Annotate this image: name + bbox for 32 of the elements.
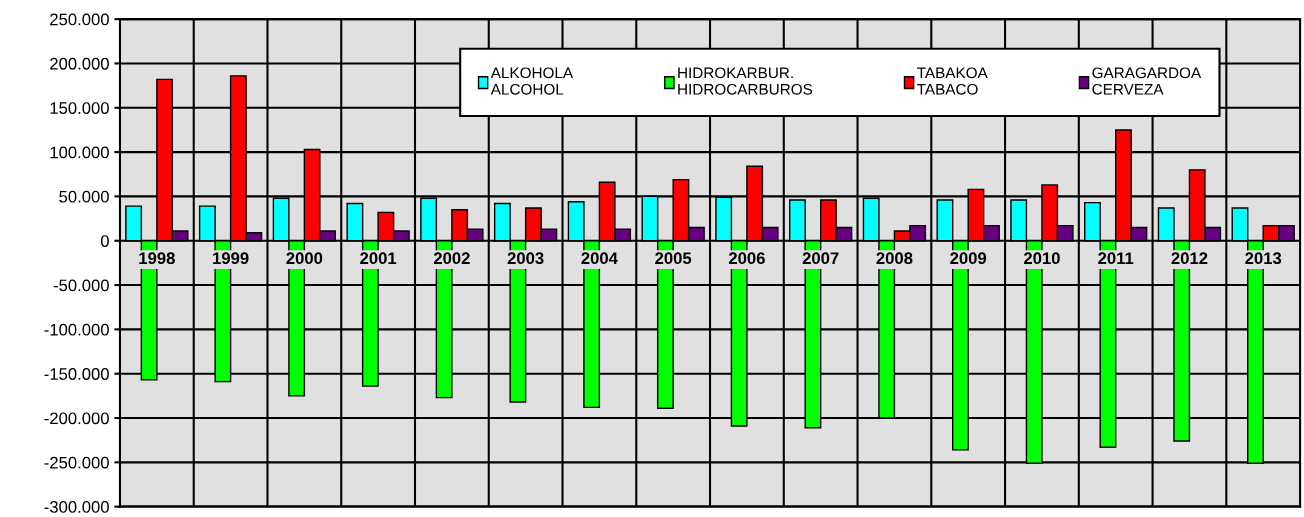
legend-label: HIDROKARBUR. HIDROCARBUROS [678,67,813,95]
y-tick-label: -300.000 [44,501,109,513]
x-tick-label: 2001 [360,252,397,265]
y-tick-label: 250.000 [50,13,109,26]
x-tick-label: 2004 [581,252,618,265]
y-tick-label: -100.000 [44,323,109,336]
x-tick-label: 1999 [213,252,249,265]
y-tick-label: 0 [100,235,109,247]
y-tick-label: -250.000 [44,456,109,469]
x-tick-label: 2006 [728,252,765,265]
x-tick-label: 2008 [876,252,913,265]
y-tick-label: -200.000 [44,412,109,425]
x-tick-label: 2011 [1098,252,1134,265]
x-tick-label: 2007 [802,252,839,265]
x-tick-label: 2010 [1023,252,1060,265]
y-tick-label: -150.000 [44,368,109,380]
x-tick-label: 2002 [433,252,470,265]
legend-label: GARAGARDOA CERVEZA [1092,67,1202,95]
x-tick-label: 1998 [139,252,175,265]
legend-label: ALKOHOLA ALCOHOL [490,67,574,95]
legend-label: TABAKOA TABACO [917,67,988,95]
x-tick-label: 2005 [655,252,692,265]
x-tick-label: 2012 [1171,252,1208,265]
x-tick-label: 2000 [286,252,323,265]
x-tick-label: 2009 [950,252,987,265]
y-tick-label: 150.000 [50,102,109,114]
y-tick-label: -50.000 [53,279,109,292]
y-tick-label: 100.000 [50,146,109,159]
x-tick-label: 2013 [1245,252,1282,265]
y-tick-label: 200.000 [50,57,109,70]
x-tick-label: 2003 [507,252,544,265]
y-tick-label: 50.000 [59,190,109,203]
